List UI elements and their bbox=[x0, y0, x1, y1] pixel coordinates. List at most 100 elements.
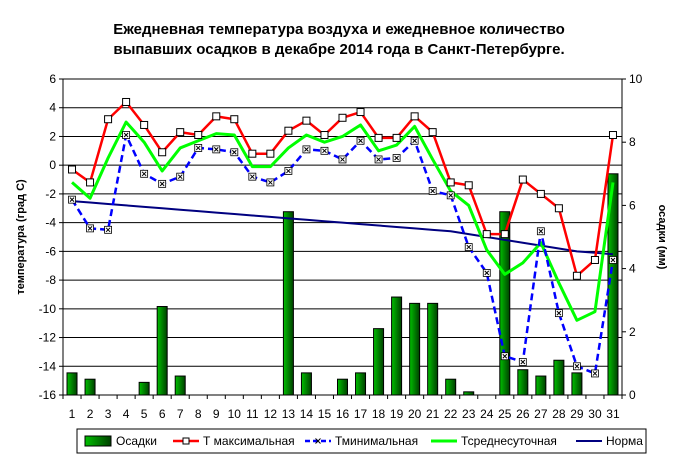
precip-bar bbox=[427, 302, 439, 396]
legend-box bbox=[76, 428, 647, 454]
tmax-marker bbox=[554, 204, 563, 213]
x-tick-label: 24 bbox=[480, 407, 494, 421]
tmax-marker bbox=[284, 126, 293, 135]
legend-marker bbox=[315, 438, 321, 444]
tmax-marker bbox=[86, 178, 95, 187]
tmin-marker-cross bbox=[87, 226, 93, 231]
tmax-marker bbox=[356, 108, 365, 117]
y-left-tick-label: -12 bbox=[39, 331, 57, 345]
tmax-marker bbox=[140, 120, 149, 129]
y-left-tick-label: -8 bbox=[45, 273, 56, 287]
x-tick-label: 17 bbox=[354, 407, 368, 421]
y-left-tick-label: -14 bbox=[39, 359, 57, 373]
tmax-marker bbox=[446, 178, 455, 187]
precipitation-bars bbox=[66, 173, 619, 396]
tmax-marker bbox=[500, 230, 509, 239]
x-tick-label: 19 bbox=[390, 407, 404, 421]
x-tick-label: 10 bbox=[228, 407, 242, 421]
legend: Осадки Т максимальная Тминимальная Тсреднес… bbox=[76, 428, 647, 454]
legend-label: Тминимальная bbox=[335, 434, 418, 448]
x-tick-label: 12 bbox=[264, 407, 278, 421]
x-tick-label: 23 bbox=[462, 407, 476, 421]
precip-bar bbox=[156, 306, 168, 396]
precip-bar bbox=[337, 378, 348, 396]
tmax-marker bbox=[122, 97, 131, 106]
tmin-marker-cross bbox=[141, 171, 147, 177]
tmax-marker bbox=[320, 131, 329, 140]
tmin-marker-cross bbox=[484, 270, 490, 276]
tmax-marker bbox=[212, 112, 221, 121]
tmin-marker-cross bbox=[448, 192, 454, 198]
legend-label: Норма bbox=[606, 434, 643, 448]
plot-area bbox=[62, 78, 623, 396]
legend-marker bbox=[182, 437, 190, 445]
tmax-marker bbox=[536, 189, 545, 198]
series-line bbox=[71, 120, 615, 322]
y-left-tick-label: -4 bbox=[45, 216, 56, 230]
precip-bar bbox=[517, 369, 529, 396]
x-tick-label: 4 bbox=[123, 407, 130, 421]
tmin-marker-cross bbox=[286, 168, 291, 174]
y-right-tick-label: 10 bbox=[629, 72, 643, 86]
x-tick-label: 7 bbox=[177, 407, 184, 421]
series-line bbox=[71, 200, 614, 256]
precip-bar bbox=[355, 372, 367, 396]
x-tick-label: 15 bbox=[318, 407, 332, 421]
precip-bar bbox=[84, 378, 96, 396]
tmax-marker bbox=[590, 255, 599, 264]
precip-bar bbox=[445, 378, 457, 396]
y-left-tick-label: -10 bbox=[39, 302, 57, 316]
tmax-marker bbox=[410, 112, 419, 121]
x-tick-label: 26 bbox=[516, 407, 530, 421]
tmin-marker-cross bbox=[159, 181, 165, 187]
x-tick-label: 3 bbox=[105, 407, 112, 421]
x-tick-label: 16 bbox=[336, 407, 350, 421]
y-left-tick-label: -2 bbox=[45, 187, 56, 201]
y-right-tick-label: 2 bbox=[629, 325, 636, 339]
tmin-marker-cross bbox=[195, 145, 201, 151]
y-left-tick-label: 2 bbox=[49, 129, 56, 143]
y-left-tick-label: -6 bbox=[45, 244, 56, 258]
x-tick-label: 20 bbox=[408, 407, 422, 421]
y-left-tick-label: 6 bbox=[49, 72, 56, 86]
tmin-marker-cross bbox=[177, 174, 183, 180]
precip-bar bbox=[300, 372, 312, 396]
x-tick-label: 8 bbox=[195, 407, 202, 421]
tmax-marker bbox=[464, 181, 473, 190]
precip-bar bbox=[373, 328, 385, 396]
y-left-tick-label: -16 bbox=[39, 388, 57, 402]
tmax-marker bbox=[374, 133, 383, 142]
precip-bar bbox=[499, 211, 511, 396]
x-tick-label: 31 bbox=[606, 407, 620, 421]
y-left-tick-label: 0 bbox=[49, 158, 56, 172]
y-right-tick-label: 6 bbox=[629, 198, 636, 212]
y-right-tick-label: 8 bbox=[629, 135, 636, 149]
y-right-tick-label: 0 bbox=[629, 388, 636, 402]
tmax-marker bbox=[572, 271, 581, 280]
x-tick-label: 11 bbox=[246, 407, 259, 421]
tmin-marker-cross bbox=[538, 228, 544, 234]
x-tick-label: 14 bbox=[300, 407, 314, 421]
tmin-marker-cross bbox=[69, 197, 75, 203]
x-tick-label: 22 bbox=[444, 407, 458, 421]
tmin-marker-cross bbox=[105, 227, 111, 233]
x-tick-label: 30 bbox=[588, 407, 602, 421]
tmin-marker-cross bbox=[249, 174, 255, 180]
precip-bar bbox=[174, 375, 186, 396]
tmin-marker-cross bbox=[231, 149, 237, 155]
precip-bar bbox=[391, 296, 403, 396]
y-right-tick-label: 4 bbox=[629, 262, 636, 276]
x-tick-label: 25 bbox=[498, 407, 512, 421]
tmax-marker bbox=[194, 131, 203, 140]
precip-bar bbox=[463, 391, 475, 396]
tmin-marker-cross bbox=[520, 359, 526, 365]
precip-bar bbox=[409, 302, 421, 396]
legend-label: Осадки bbox=[116, 434, 157, 448]
chart-title-line-2: выпавших осадков в декабре 2014 года в С… bbox=[113, 41, 564, 58]
x-tick-label: 28 bbox=[552, 407, 566, 421]
gridlines bbox=[63, 107, 622, 367]
precip-bar bbox=[66, 372, 78, 396]
tmin-marker-cross bbox=[340, 157, 345, 162]
tmax-marker bbox=[158, 148, 167, 157]
